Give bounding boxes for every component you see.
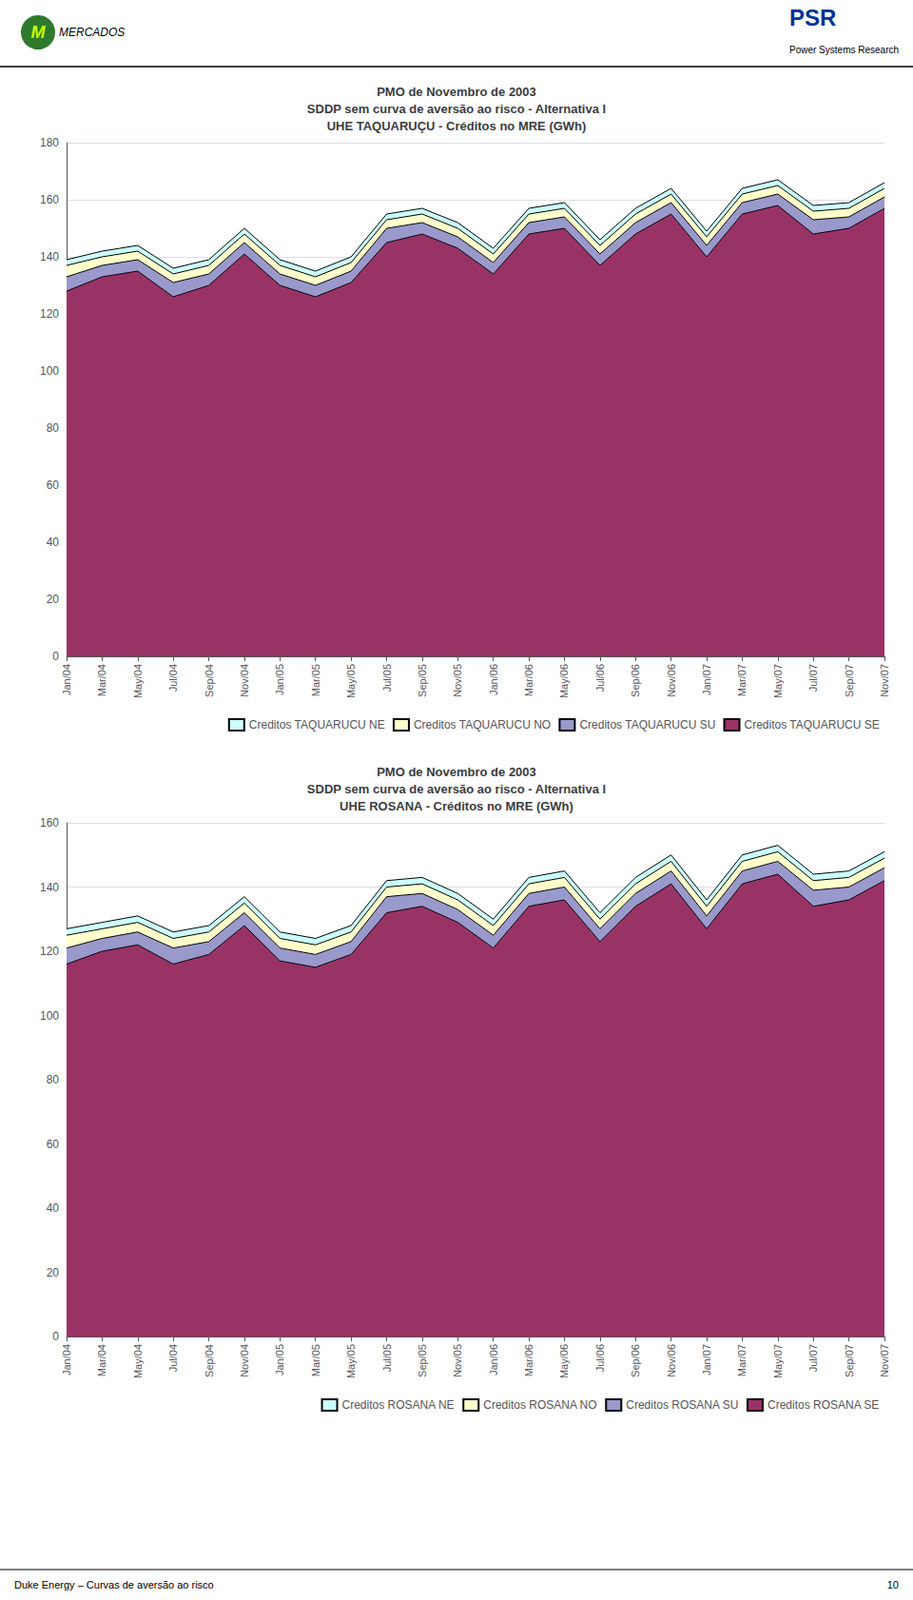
svg-text:Jan/04: Jan/04 <box>60 1343 73 1376</box>
svg-text:Nov/05: Nov/05 <box>451 663 464 698</box>
svg-text:Jan/04: Jan/04 <box>60 663 73 696</box>
svg-text:20: 20 <box>46 1265 60 1280</box>
svg-text:Sep/04: Sep/04 <box>203 663 215 698</box>
svg-text:Mar/04: Mar/04 <box>96 1343 108 1377</box>
svg-text:May/05: May/05 <box>345 1343 357 1379</box>
svg-text:SDDP sem curva de aversão ao r: SDDP sem curva de aversão ao risco - Alt… <box>307 781 606 797</box>
svg-text:80: 80 <box>46 1072 60 1087</box>
svg-text:Creditos TAQUARUCU NE: Creditos TAQUARUCU NE <box>249 718 386 732</box>
svg-text:Sep/05: Sep/05 <box>416 663 428 698</box>
svg-text:160: 160 <box>39 193 59 207</box>
svg-text:PMO de Novembro de 2003: PMO de Novembro de 2003 <box>376 84 537 99</box>
svg-text:Jul/06: Jul/06 <box>594 1343 606 1372</box>
svg-text:May/06: May/06 <box>558 1343 570 1379</box>
svg-text:Mar/06: Mar/06 <box>523 663 535 697</box>
svg-text:Sep/04: Sep/04 <box>203 1343 215 1378</box>
svg-text:Mar/05: Mar/05 <box>310 663 322 697</box>
svg-text:SDDP sem curva de aversão ao r: SDDP sem curva de aversão ao risco - Alt… <box>307 101 606 117</box>
svg-text:160: 160 <box>39 815 59 830</box>
svg-text:May/05: May/05 <box>345 663 357 699</box>
svg-text:Creditos TAQUARUCU SU: Creditos TAQUARUCU SU <box>579 718 716 732</box>
svg-text:MERCADOS: MERCADOS <box>58 25 125 39</box>
svg-text:Jul/05: Jul/05 <box>381 1343 393 1372</box>
svg-text:Creditos ROSANA NO: Creditos ROSANA NO <box>483 1398 597 1412</box>
svg-text:Jul/07: Jul/07 <box>807 663 819 692</box>
svg-text:10: 10 <box>887 1578 899 1591</box>
svg-text:UHE ROSANA - Créditos no MRE (: UHE ROSANA - Créditos no MRE (GWh) <box>339 798 574 814</box>
svg-text:20: 20 <box>46 592 60 606</box>
svg-text:Sep/05: Sep/05 <box>416 1343 428 1378</box>
svg-text:120: 120 <box>39 944 59 958</box>
svg-text:May/07: May/07 <box>772 1343 784 1379</box>
svg-text:Jan/05: Jan/05 <box>273 1343 286 1376</box>
svg-text:Jul/07: Jul/07 <box>807 1343 819 1372</box>
svg-text:Sep/06: Sep/06 <box>629 663 642 698</box>
svg-text:Creditos TAQUARUCU NO: Creditos TAQUARUCU NO <box>413 718 551 732</box>
svg-text:Nov/05: Nov/05 <box>451 1343 464 1378</box>
svg-text:UHE TAQUARUÇU - Créditos no MR: UHE TAQUARUÇU - Créditos no MRE (GWh) <box>327 118 587 134</box>
svg-text:Jan/06: Jan/06 <box>487 1343 500 1376</box>
svg-text:Sep/06: Sep/06 <box>629 1343 642 1378</box>
svg-text:Duke Energy – Curvas de aversã: Duke Energy – Curvas de aversão ao risco <box>14 1578 214 1591</box>
svg-text:Mar/07: Mar/07 <box>736 1343 748 1377</box>
svg-text:Jan/07: Jan/07 <box>700 1343 713 1376</box>
svg-text:40: 40 <box>46 1201 60 1215</box>
svg-text:0: 0 <box>52 649 59 663</box>
svg-text:Sep/07: Sep/07 <box>843 1343 855 1378</box>
svg-text:PSR: PSR <box>789 4 836 31</box>
svg-text:Nov/04: Nov/04 <box>238 1343 251 1378</box>
svg-text:40: 40 <box>46 535 60 549</box>
svg-text:Mar/07: Mar/07 <box>736 663 748 697</box>
svg-text:Jul/06: Jul/06 <box>594 663 606 692</box>
svg-text:Mar/05: Mar/05 <box>310 1343 322 1377</box>
svg-text:Mar/06: Mar/06 <box>523 1343 535 1377</box>
svg-text:Nov/07: Nov/07 <box>878 1343 891 1378</box>
svg-text:PMO de Novembro de 2003: PMO de Novembro de 2003 <box>376 764 537 779</box>
svg-text:May/04: May/04 <box>132 1343 144 1379</box>
svg-text:Jan/05: Jan/05 <box>273 663 286 696</box>
svg-text:Jul/04: Jul/04 <box>167 1343 179 1372</box>
svg-text:Creditos ROSANA NE: Creditos ROSANA NE <box>342 1398 455 1412</box>
svg-text:Nov/06: Nov/06 <box>665 1343 678 1378</box>
svg-text:120: 120 <box>39 307 59 321</box>
svg-text:Creditos ROSANA SE: Creditos ROSANA SE <box>767 1398 879 1412</box>
svg-text:140: 140 <box>39 880 59 894</box>
svg-text:May/04: May/04 <box>132 663 144 699</box>
svg-text:80: 80 <box>46 421 60 435</box>
svg-text:0: 0 <box>52 1329 59 1343</box>
svg-text:May/07: May/07 <box>772 663 784 699</box>
svg-text:60: 60 <box>46 1137 60 1151</box>
svg-text:May/06: May/06 <box>558 663 570 699</box>
svg-text:Jan/06: Jan/06 <box>487 663 500 696</box>
svg-text:140: 140 <box>39 250 59 264</box>
svg-text:100: 100 <box>39 1009 59 1023</box>
svg-text:Power Systems Research: Power Systems Research <box>789 44 899 56</box>
svg-text:Sep/07: Sep/07 <box>843 663 855 698</box>
svg-text:Jan/07: Jan/07 <box>700 663 713 696</box>
svg-text:180: 180 <box>39 135 59 150</box>
svg-text:Nov/07: Nov/07 <box>878 663 891 698</box>
svg-text:Mar/04: Mar/04 <box>96 663 108 697</box>
svg-text:Jul/05: Jul/05 <box>381 663 393 692</box>
svg-text:M: M <box>31 22 47 42</box>
svg-text:Creditos TAQUARUCU SE: Creditos TAQUARUCU SE <box>744 718 880 732</box>
svg-text:Jul/04: Jul/04 <box>167 663 179 692</box>
svg-text:Creditos ROSANA SU: Creditos ROSANA SU <box>625 1398 739 1412</box>
svg-text:Nov/04: Nov/04 <box>238 663 251 698</box>
svg-text:Nov/06: Nov/06 <box>665 663 678 698</box>
svg-text:60: 60 <box>46 478 60 492</box>
svg-text:100: 100 <box>39 364 59 378</box>
